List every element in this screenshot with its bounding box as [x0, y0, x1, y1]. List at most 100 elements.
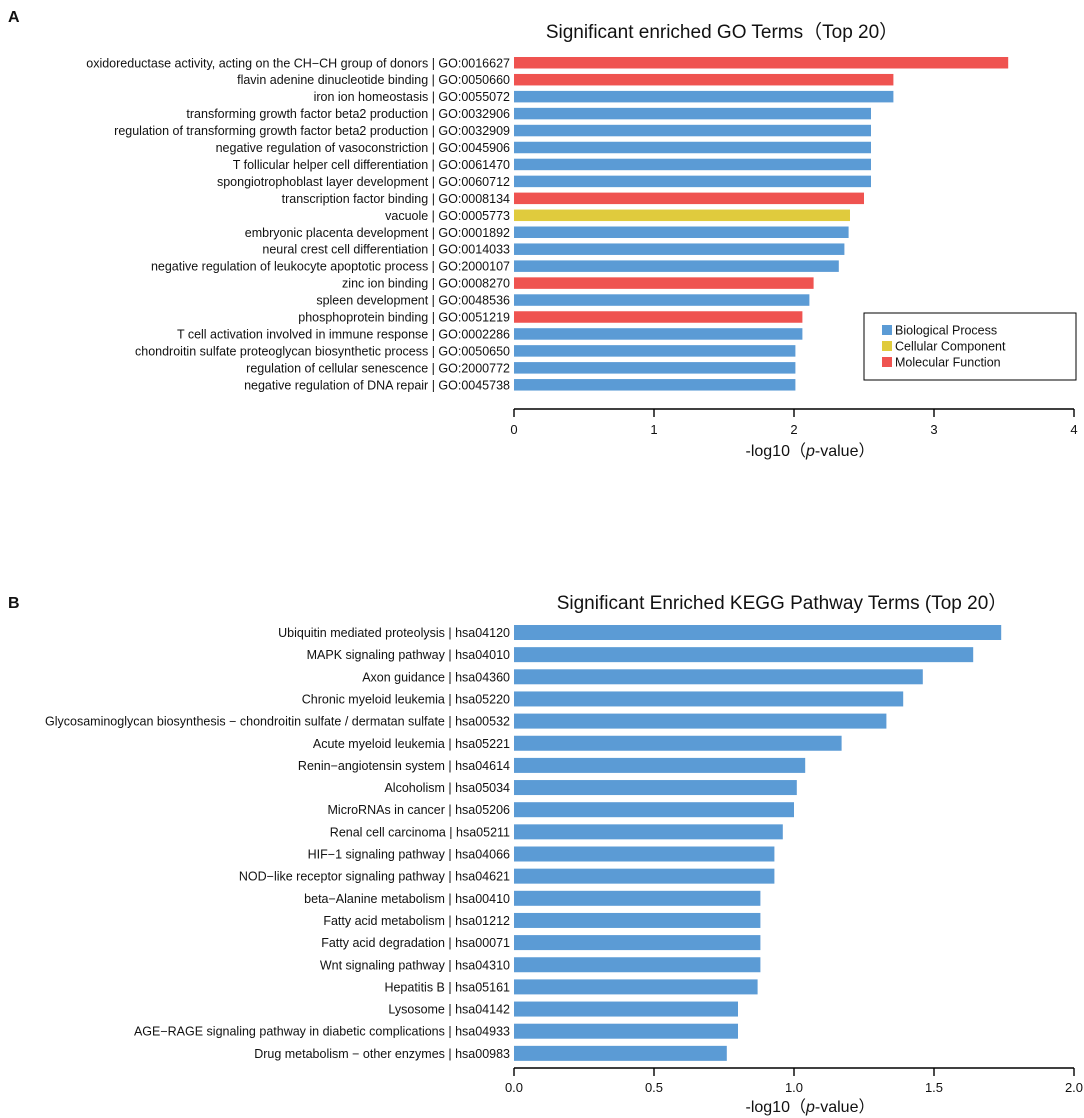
bar [514, 691, 904, 707]
bar [514, 175, 871, 188]
category-label: flavin adenine dinucleotide binding | GO… [237, 73, 510, 87]
x-tick-label: 3 [930, 422, 937, 437]
category-label: beta−Alanine metabolism | hsa00410 [304, 892, 510, 906]
x-tick-label: 0 [510, 422, 517, 437]
bar [514, 802, 794, 818]
x-axis-label-italic: p [805, 1099, 815, 1116]
category-label: T cell activation involved in immune res… [177, 327, 510, 341]
category-label: Drug metabolism − other enzymes | hsa009… [254, 1047, 510, 1061]
category-label: iron ion homeostasis | GO:0055072 [314, 90, 510, 104]
bar [514, 979, 758, 995]
bar [514, 1023, 738, 1039]
category-label: HIF−1 signaling pathway | hsa04066 [308, 848, 510, 862]
bar [514, 73, 894, 86]
category-label: Fatty acid metabolism | hsa01212 [323, 914, 510, 928]
x-tick-label: 4 [1070, 422, 1077, 437]
x-tick-label: 1 [650, 422, 657, 437]
category-label: embryonic placenta development | GO:0001… [245, 226, 510, 240]
bar [514, 757, 806, 773]
category-label: AGE−RAGE signaling pathway in diabetic c… [134, 1025, 510, 1039]
category-label: MicroRNAs in cancer | hsa05206 [328, 803, 511, 817]
chart-panel-a: A Significant enriched GO Terms（Top 20） ox… [8, 9, 1078, 460]
category-label: Axon guidance | hsa04360 [362, 670, 510, 684]
legend-entry-label: Biological Process [895, 324, 997, 338]
category-label: transforming growth factor beta2 product… [186, 107, 510, 121]
x-axis-label-prefix: -log10（ [746, 442, 806, 460]
bar [514, 192, 864, 205]
bar [514, 957, 761, 973]
category-label: negative regulation of vasoconstriction … [216, 141, 510, 155]
bar [514, 158, 871, 171]
bar [514, 311, 803, 323]
category-label: Lysosome | hsa04142 [388, 1003, 510, 1017]
bar [514, 780, 797, 796]
x-axis-label-suffix: -value） [815, 1098, 875, 1116]
category-label: Fatty acid degradation | hsa00071 [321, 936, 510, 950]
category-label: Renal cell carcinoma | hsa05211 [330, 825, 510, 839]
chart-title: Significant Enriched KEGG Pathway Terms … [557, 592, 1008, 614]
category-label: T follicular helper cell differentiation… [233, 158, 510, 172]
bar [514, 713, 887, 729]
x-tick-label: 1.5 [925, 1080, 943, 1095]
category-label: vacuole | GO:0005773 [385, 209, 510, 223]
bar [514, 1045, 727, 1061]
x-axis-label-italic: p [805, 443, 815, 460]
x-axis-label-prefix: -log10（ [746, 1098, 806, 1116]
bar [514, 935, 761, 951]
legend-entry-label: Molecular Function [895, 356, 1001, 370]
bar [514, 890, 761, 906]
category-label: regulation of cellular senescence | GO:2… [246, 361, 510, 375]
category-label: negative regulation of leukocyte apoptot… [151, 260, 510, 274]
category-label: Renin−angiotensin system | hsa04614 [298, 759, 510, 773]
legend-swatch [882, 357, 892, 367]
x-tick-label: 1.0 [785, 1080, 803, 1095]
bar [514, 647, 974, 663]
bar [514, 294, 810, 306]
bar [514, 846, 775, 862]
bar [514, 345, 796, 357]
panel-label: A [8, 9, 20, 26]
category-label: transcription factor binding | GO:000813… [282, 192, 510, 206]
panel-label: B [8, 595, 20, 612]
bar [514, 824, 783, 840]
category-label: spleen development | GO:0048536 [316, 294, 510, 308]
x-axis-label-suffix: -value） [815, 442, 875, 460]
bar [514, 912, 761, 928]
bar [514, 141, 871, 154]
category-label: NOD−like receptor signaling pathway | hs… [239, 870, 510, 884]
legend-box [863, 312, 1077, 381]
chart-panel-b: B Significant Enriched KEGG Pathway Terms… [8, 592, 1083, 1116]
bar [514, 277, 814, 289]
category-label: Ubiquitin mediated proteolysis | hsa0412… [278, 626, 510, 640]
bar [514, 107, 871, 120]
bar [514, 226, 849, 238]
bar [514, 328, 803, 340]
legend-swatch [882, 341, 892, 351]
category-label: Acute myeloid leukemia | hsa05221 [313, 737, 510, 751]
category-label: Hepatitis B | hsa05161 [384, 980, 510, 994]
bar [514, 379, 796, 391]
bar [514, 209, 850, 222]
category-label: Wnt signaling pathway | hsa04310 [320, 958, 510, 972]
x-tick-label: 2 [790, 422, 797, 437]
bar [514, 57, 1009, 69]
category-label: Glycosaminoglycan biosynthesis − chondro… [45, 715, 510, 729]
bar [514, 124, 871, 137]
category-label: chondroitin sulfate proteoglycan biosynt… [135, 344, 510, 358]
x-tick-label: 0.0 [505, 1080, 523, 1095]
category-label: Chronic myeloid leukemia | hsa05220 [302, 692, 510, 706]
x-tick-label: 2.0 [1065, 1080, 1083, 1095]
category-label: negative regulation of DNA repair | GO:0… [244, 378, 510, 392]
x-axis-label: -log10（p-value） [746, 1098, 875, 1116]
legend-entry-label: Cellular Component [895, 340, 1006, 354]
legend-swatch [882, 325, 892, 335]
category-label: MAPK signaling pathway | hsa04010 [307, 648, 510, 662]
category-label: oxidoreductase activity, acting on the C… [86, 56, 510, 70]
bar [514, 669, 923, 685]
bar [514, 868, 775, 884]
category-label: regulation of transforming growth factor… [114, 124, 510, 138]
bar [514, 260, 839, 272]
category-label: Alcoholism | hsa05034 [384, 781, 510, 795]
category-label: zinc ion binding | GO:0008270 [342, 277, 510, 291]
